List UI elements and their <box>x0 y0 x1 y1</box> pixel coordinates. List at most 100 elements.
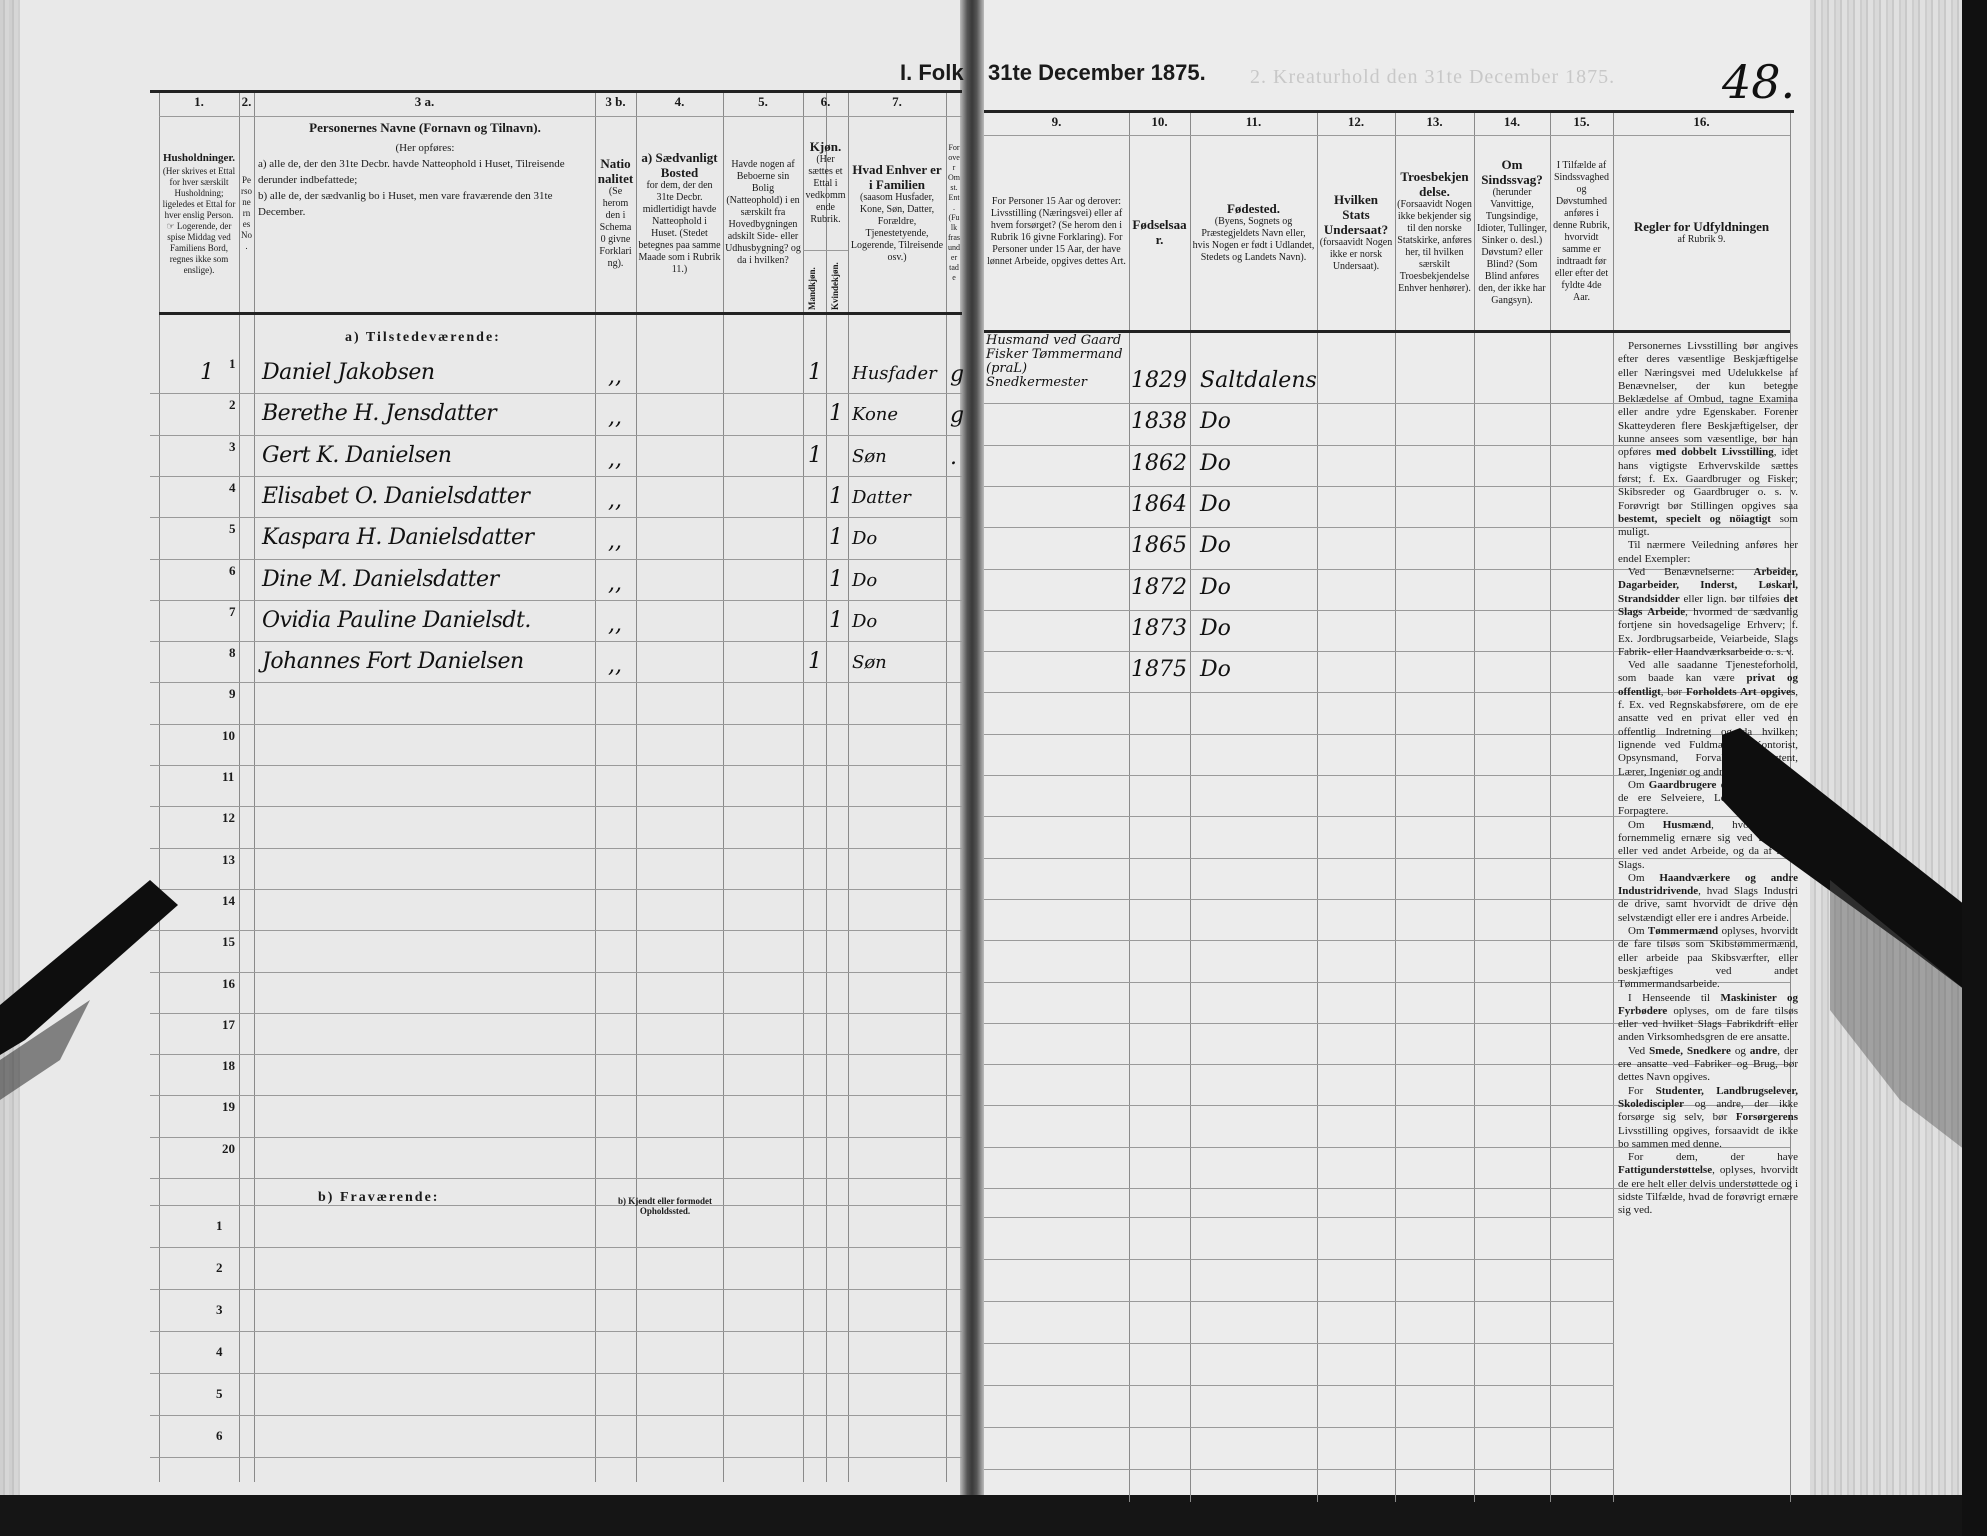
right-page-stack <box>1810 0 1962 1520</box>
rule-text: , hvormed de sædvanlig fortjene sin hove… <box>1618 605 1798 658</box>
rule-text: oplyses, om de fare tilsøs eller ved hvi… <box>1618 1004 1798 1044</box>
rule-text: Smede, Snedkere <box>1649 1044 1731 1057</box>
column-rule <box>1474 112 1475 1502</box>
column-rule <box>946 92 947 1482</box>
page-title-right: 31te December 1875. <box>988 60 1206 85</box>
occupation-line: Husmand ved Gaard <box>986 333 1122 348</box>
column-number: 11. <box>1245 114 1262 129</box>
column-number: 10. <box>1151 114 1168 129</box>
person-name: Gert K. Danielsen <box>262 442 452 468</box>
nationality: ,, <box>608 529 622 555</box>
sex-female-mark: 1 <box>829 607 843 633</box>
names-intro: (Her opføres: <box>395 142 455 154</box>
column-number: 3 b. <box>605 94 626 109</box>
rule-paragraph: Ved alle saadanne Tjenesteforhold, som b… <box>1618 659 1798 779</box>
row-number: 4 <box>229 479 236 495</box>
header-bottom-rule <box>159 312 962 315</box>
row-number: 7 <box>229 603 236 619</box>
row-rule <box>150 723 962 725</box>
column-rule <box>1190 112 1191 1502</box>
row-rule <box>150 1457 962 1458</box>
birth-year: 1829 <box>1131 368 1187 393</box>
column-rule <box>1613 112 1614 1502</box>
column-rule <box>848 92 849 1482</box>
row-rule <box>150 1415 962 1416</box>
row-number: 3 <box>229 438 236 454</box>
rule-text: og <box>1730 1044 1750 1057</box>
birthplace: Saltdalens <box>1200 368 1317 393</box>
column-number: 5. <box>758 94 768 109</box>
row-number: 9 <box>229 686 236 702</box>
column-rule <box>239 92 240 1482</box>
row-rule <box>984 1217 1614 1218</box>
row-number: 5 <box>229 521 236 537</box>
sex-female-mark: 1 <box>829 401 843 427</box>
row-rule <box>150 682 962 684</box>
rule-text: privat og offentligt <box>1618 672 1798 698</box>
rule-text: Husmænd <box>1662 818 1712 831</box>
nationality: ,, <box>608 405 622 431</box>
rule-text: Fattigunderstøttelse <box>1618 1164 1713 1177</box>
page-title-left: I. Folk <box>900 60 964 85</box>
row-number: 17 <box>222 1016 235 1032</box>
column-number: 7. <box>892 94 902 109</box>
row-number: 20 <box>222 1140 235 1156</box>
row-rule <box>984 1259 1614 1260</box>
row-rule <box>150 1289 962 1290</box>
column-description: (Se herom den i Schema 0 givne Forklarin… <box>599 186 632 269</box>
row-rule <box>984 692 1790 694</box>
row-number: 1 <box>216 1218 223 1233</box>
rule-text: Om <box>1628 778 1649 791</box>
sex-female-mark: 1 <box>829 483 843 509</box>
row-number: 1 <box>229 356 236 371</box>
row-rule <box>984 485 1790 487</box>
rule-text: eller lign. bør tilføies <box>1679 592 1784 605</box>
row-rule <box>150 930 962 932</box>
row-rule <box>150 1373 962 1374</box>
sex-male-mark: 1 <box>808 649 822 675</box>
row-rule <box>984 527 1790 529</box>
column-title: Regler for Udfyldningen <box>1633 218 1770 234</box>
rule-text: Forsørgerens <box>1735 1111 1798 1124</box>
column-header: Nationalitet (Se herom den i Schema 0 giv… <box>597 118 634 308</box>
family-role: Søn <box>852 445 887 467</box>
column-number: 14. <box>1503 114 1521 129</box>
person-name: Daniel Jakobsen <box>262 360 435 385</box>
row-rule <box>984 775 1790 776</box>
rule-text: I Henseende til <box>1628 991 1721 1004</box>
rule-text: det Slags Arbeide <box>1618 592 1798 618</box>
column-description: Havde nogen af Beboerne sin Bolig (Natte… <box>725 159 801 266</box>
rule-text: som muligt. <box>1618 512 1798 539</box>
family-role: Datter <box>852 486 911 508</box>
rule-text: Om <box>1628 871 1660 884</box>
rule-text: Livsstilling opgives, forsaavidt de ikke… <box>1618 1124 1798 1150</box>
occupation: Husmand ved Gaard Fisker Tømmermand (praL… <box>986 334 1126 390</box>
rule-paragraph: Til nærmere Veiledning anføres her endel… <box>1618 539 1798 566</box>
bleed-through-title: 2. Kreaturhold den 31te December 1875. <box>1250 66 1616 88</box>
column-description: For Personer 15 Aar og derover: Livsstil… <box>987 196 1126 267</box>
column-header: Regler for Udfyldningen af Rubrik 9. <box>1615 138 1788 326</box>
rule-paragraph: I Henseende til Maskinister og Fyrbødere… <box>1618 992 1798 1045</box>
row-number: 2 <box>216 1260 223 1275</box>
row-number: 12 <box>222 810 235 826</box>
row-rule <box>984 940 1790 942</box>
birth-year: 1875 <box>1131 657 1187 683</box>
column-rule <box>636 92 637 1482</box>
column-header: Om Sindssvag? (herunder Vanvittige, Tungs… <box>1476 138 1548 326</box>
column-description: (Her skrives et Ettal for hver særskilt … <box>162 165 236 275</box>
names-rule-b: b) alle de, der sædvanlig bo i Huset, me… <box>258 190 553 218</box>
person-name: Kaspara H. Danielsdatter <box>262 525 534 551</box>
row-number: 8 <box>229 645 236 661</box>
column-description: I Tilfælde af Sindssvaghed og Døvstumhed… <box>1553 160 1610 303</box>
row-number: 10 <box>222 727 235 743</box>
column-rule <box>826 92 827 1482</box>
column-header: Husholdninger. (Her skrives et Ettal for … <box>161 118 237 308</box>
column-header: Hvad Enhver er i Familien (saasom Husfade… <box>850 118 944 308</box>
rule-text: , f. Ex. ved Regnskabsførere, om de ere … <box>1618 685 1798 778</box>
family-role: Do <box>852 610 878 632</box>
family-role: Kone <box>852 404 899 426</box>
row-rule <box>150 517 962 519</box>
column-number: 15. <box>1573 114 1590 129</box>
rule-text: med dobbelt Livsstilling <box>1656 446 1774 459</box>
rule-text: Om <box>1628 925 1648 938</box>
